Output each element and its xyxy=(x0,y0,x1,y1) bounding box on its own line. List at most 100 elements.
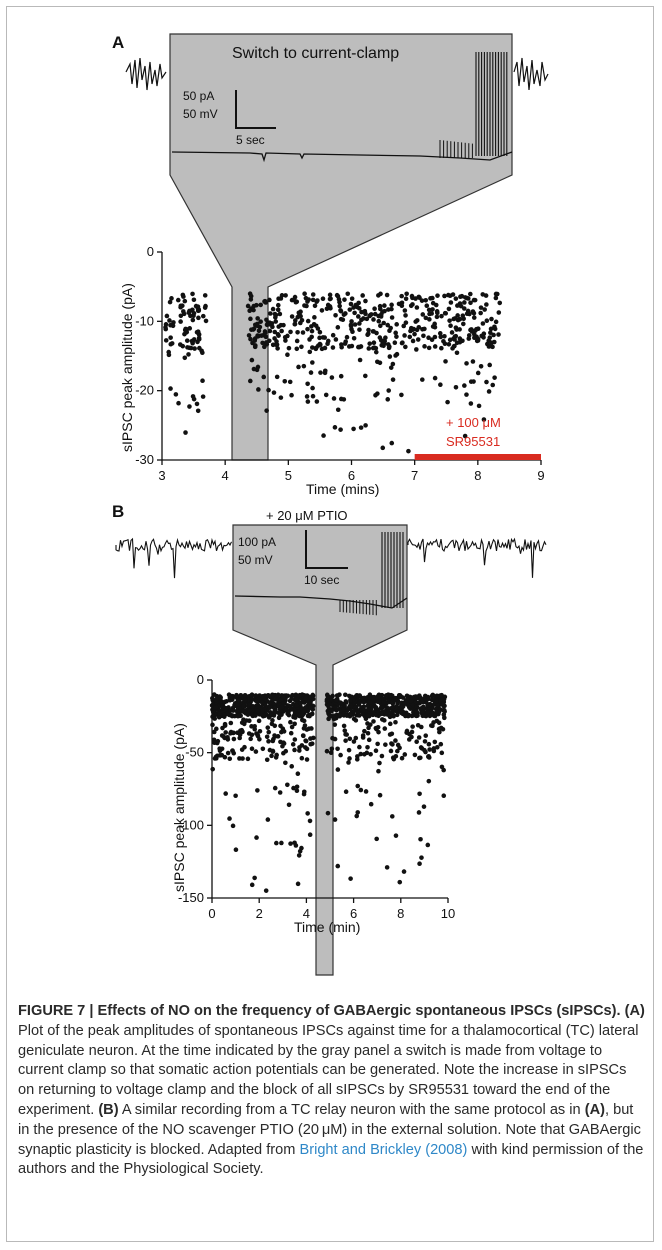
panel-a-scatter-points xyxy=(163,291,503,454)
panel-b-scatter-point xyxy=(233,847,239,853)
panel-b-scatter-point xyxy=(227,756,233,762)
panel-b-scatter-point xyxy=(371,719,376,724)
panel-a-scatter-point xyxy=(467,311,472,317)
panel-a-scatter-point xyxy=(378,323,383,329)
panel-a-scatter-point xyxy=(404,291,409,297)
panel-a-scatter-point xyxy=(492,375,497,380)
panel-b-scatter-point xyxy=(343,692,348,698)
panel-a-scatter-point xyxy=(264,408,269,413)
panel-a-y-tick-label: -30 xyxy=(135,452,154,467)
panel-b-scatter-point xyxy=(225,750,231,756)
panel-b-scatter-point xyxy=(241,709,247,714)
panel-a-scatter-point xyxy=(315,298,320,303)
panel-b-scatter-point xyxy=(398,709,403,715)
panel-a-scatter-point xyxy=(277,311,283,317)
panel-b-scatter-point xyxy=(285,710,291,715)
panel-b-scatter-point xyxy=(328,750,334,756)
panel-b-scatter-point xyxy=(381,700,387,706)
panel-a-scatter-point xyxy=(476,403,482,409)
panel-b-scatter-point xyxy=(395,742,401,748)
panel-a-scatter-point xyxy=(488,330,493,336)
panel-b-x-tick-label: 10 xyxy=(441,906,455,921)
panel-b-scatter-point xyxy=(418,836,423,842)
panel-a-scatter-point xyxy=(402,308,408,313)
panel-b-scatter-point xyxy=(335,767,341,772)
panel-a-scatter-point xyxy=(387,328,392,334)
panel-b-scatter-point xyxy=(373,748,379,754)
panel-b-scatter-point xyxy=(212,692,217,697)
panel-b-scatter-point xyxy=(365,744,370,750)
panel-a-scatter-point xyxy=(273,319,279,324)
panel-b-scatter-point xyxy=(260,708,265,714)
panel-a-scatter-point xyxy=(267,328,273,334)
panel-a-scatter-point xyxy=(446,306,452,312)
panel-a-scatter-point xyxy=(317,335,322,341)
panel-a-scatter-point xyxy=(442,293,447,299)
panel-a-scatter-point xyxy=(466,336,472,341)
panel-a-scatter-point xyxy=(407,334,413,340)
panel-a-scatter-point xyxy=(192,346,197,351)
panel-b-scatter-point xyxy=(439,750,445,756)
panel-b-scatter-point xyxy=(241,717,246,723)
caption-ref-a2: (A) xyxy=(584,1101,605,1118)
panel-a-scatter-point xyxy=(408,325,414,331)
panel-a-scatter-point xyxy=(278,395,284,400)
panel-b-scatter-point xyxy=(367,700,373,705)
panel-b-scatter-point xyxy=(285,693,291,699)
caption-ref-a: (A) xyxy=(624,1003,645,1019)
panel-a-scatter-point xyxy=(309,328,315,334)
panel-a-scatter-point xyxy=(403,296,409,302)
panel-a-scatter-point xyxy=(337,303,342,309)
panel-a-scatter-point xyxy=(360,293,365,298)
panel-a-scatter-point xyxy=(475,370,481,376)
panel-b-scatter-point xyxy=(279,712,284,717)
panel-b-scatter-point xyxy=(246,697,252,702)
panel-a-scatter-point xyxy=(393,330,398,336)
panel-b-scatter-point xyxy=(249,692,255,698)
panel-a-scatter-point xyxy=(454,340,460,346)
panel-a-scatter-point xyxy=(386,307,391,312)
caption-citation-link[interactable]: Bright and Brickley (2008) xyxy=(299,1141,468,1158)
panel-a-scatter-point xyxy=(328,296,333,301)
panel-a-label: A xyxy=(112,33,124,52)
panel-a-scatter-point xyxy=(434,314,440,320)
panel-b-scatter-point xyxy=(418,706,423,711)
panel-b-scatter-point xyxy=(434,693,440,699)
panel-a-scatter-point xyxy=(268,311,273,316)
panel-a-scatter-point xyxy=(402,333,407,338)
panel-b-scatter-point xyxy=(440,701,446,707)
panel-a-scatter-point xyxy=(169,296,174,301)
panel-a-scatter-point xyxy=(491,339,497,345)
panel-a-scatter-point xyxy=(295,329,300,335)
panel-b-scatter-point xyxy=(257,728,263,734)
panel-b-scatter-point xyxy=(299,755,305,761)
panel-a-scatter-point xyxy=(410,338,416,344)
panel-a-scatter-point xyxy=(266,338,272,344)
panel-a-scatter-point xyxy=(194,401,200,407)
panel-b-scatter-point xyxy=(293,843,299,848)
panel-b-scatter-point xyxy=(327,713,333,718)
panel-a-scatter-point xyxy=(427,317,432,322)
panel-a-scatter-point xyxy=(352,322,358,327)
panel-a-scatter-point xyxy=(298,309,303,315)
panel-b-scatter-point xyxy=(324,748,330,754)
panel-a-scatter-point xyxy=(264,317,269,323)
panel-a-scatter-point xyxy=(188,313,193,319)
panel-a-scatter-point xyxy=(462,300,467,305)
panel-a-scatter-point xyxy=(190,317,196,323)
panel-a-scatter-point xyxy=(415,337,421,342)
panel-a-scatter-point xyxy=(187,404,192,409)
panel-b-scatter-point xyxy=(360,733,366,738)
panel-b-scatter-point xyxy=(412,752,418,758)
panel-b-scatter-point xyxy=(389,710,395,715)
panel-b-scatter-point xyxy=(388,748,394,754)
panel-b-scatter-point xyxy=(423,733,429,738)
panel-a-scatter-point xyxy=(447,293,453,298)
panel-b-scatter-point xyxy=(419,855,424,860)
caption-text-b2: , but in the presence of the NO scavenge… xyxy=(18,1101,641,1158)
panel-a-scatter-point xyxy=(328,305,333,311)
panel-b-scale-current: 100 pA xyxy=(238,535,276,549)
panel-a-scatter-point xyxy=(394,322,399,327)
panel-a-scatter-point xyxy=(349,343,355,349)
panel-b-scatter-point xyxy=(325,693,331,699)
